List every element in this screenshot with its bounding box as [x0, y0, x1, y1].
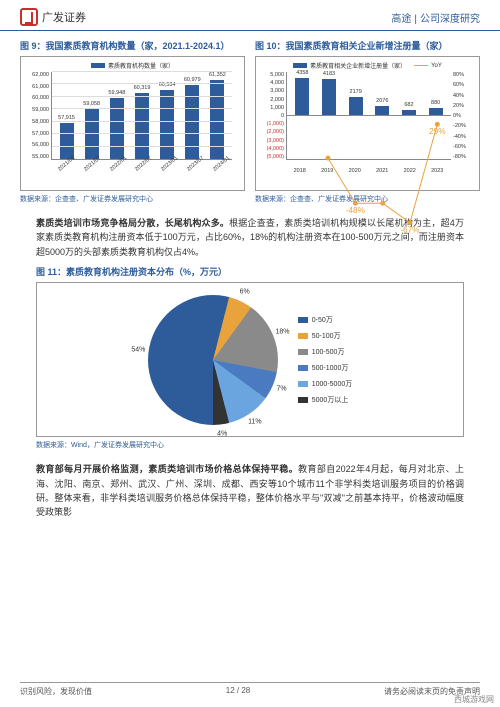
fig9-x-axis: 2021/012021/072022/012022/072023/012023/…: [51, 168, 232, 174]
fig10-column: 图 10：我国素质教育相关企业新增注册量（家） 素质教育相关企业新增注册量（家）…: [255, 39, 480, 204]
paragraph-2: 教育部每月开展价格监测，素质类培训市场价格总体保持平稳。教育部自2022年4月起…: [0, 450, 500, 520]
fig9-legend-swatch: [91, 63, 105, 68]
fig10-title: 图 10：我国素质教育相关企业新增注册量（家）: [255, 39, 480, 52]
fig9-y-axis: 62,00061,00060,00059,00058,00057,00056,0…: [27, 72, 49, 160]
fig10-legend-line-label: YoY: [431, 63, 442, 69]
logo-mark-icon: [20, 8, 38, 26]
fig10-legend-line-swatch: [414, 65, 428, 66]
fig10-source: 数据来源：企查查、广发证券发展研究中心: [255, 194, 480, 204]
fig9-plot: 57,91559,05859,94860,31960,53460,97961,3…: [51, 72, 232, 160]
charts-row: 图 9：我国素质教育机构数量（家，2021.1-2024.1） 素质教育机构数量…: [0, 31, 500, 204]
page-header: 广发证券 高途|公司深度研究: [0, 0, 500, 31]
page-footer: 识别风险，发现价值 12 / 28 请务必阅读末页的免责声明: [0, 682, 500, 697]
fig9-plot-area: 62,00061,00060,00059,00058,00057,00056,0…: [29, 72, 236, 172]
fig11-title: 图 11：素质教育机构注册资本分布（%，万元）: [36, 265, 464, 278]
company-logo: 广发证券: [20, 8, 86, 26]
fig9-chart: 素质教育机构数量（家） 62,00061,00060,00059,00058,0…: [20, 56, 245, 191]
fig10-y-axis-right: 80%60%40%20%0%-20%-40%-60%-80%: [453, 72, 473, 160]
pie-chart: [148, 295, 278, 425]
fig10-bars: 4358418321792076682880: [287, 72, 451, 159]
header-context: 高途|公司深度研究: [391, 10, 480, 25]
page-number: 12 / 28: [226, 686, 250, 697]
fig11-chart: 54%6%18%7%11%4% 0-50万50-100万100-500万500-…: [36, 282, 464, 437]
company-name: 广发证券: [42, 9, 86, 25]
watermark: 西城游戏网: [454, 694, 494, 705]
fig9-source: 数据来源：企查查、广发证券发展研究中心: [20, 194, 245, 204]
fig9-column: 图 9：我国素质教育机构数量（家，2021.1-2024.1） 素质教育机构数量…: [20, 39, 245, 204]
pie-wrap: 54%6%18%7%11%4%: [148, 295, 278, 425]
para1-lead: 素质类培训市场竞争格局分散，长尾机构众多。: [36, 218, 229, 228]
fig10-legend-bar-swatch: [293, 63, 307, 68]
fig10-legend-bar-label: 素质教育相关企业新增注册量（家）: [310, 61, 406, 70]
footer-left: 识别风险，发现价值: [20, 686, 92, 697]
fig9-title: 图 9：我国素质教育机构数量（家，2021.1-2024.1）: [20, 39, 245, 52]
fig11-source: 数据来源：Wind，广发证券发展研究中心: [36, 440, 464, 450]
paragraph-1: 素质类培训市场竞争格局分散，长尾机构众多。根据企查查，素质类培训机构规模以长尾机…: [0, 204, 500, 259]
fig10-chart: 素质教育相关企业新增注册量（家） YoY 5,0004,0003,0002,00…: [255, 56, 480, 191]
para2-lead: 教育部每月开展价格监测，素质类培训市场价格总体保持平稳。: [36, 464, 298, 474]
fig9-legend-label: 素质教育机构数量（家）: [108, 61, 174, 70]
separator: |: [414, 14, 417, 25]
fig10-plot-area: 5,0004,0003,0002,0001,0000(1,000)(2,000)…: [264, 72, 471, 172]
fig10-plot: 4358418321792076682880 -48%-67%29%: [286, 72, 451, 160]
pie-legend: 0-50万50-100万100-500万500-1000万1000-5000万5…: [298, 315, 352, 405]
report-type: 公司深度研究: [420, 14, 480, 25]
fig9-legend: 素质教育机构数量（家）: [25, 61, 240, 70]
fig10-x-axis: 201820192020202120222023: [286, 168, 451, 174]
fig10-legend: 素质教育相关企业新增注册量（家） YoY: [260, 61, 475, 70]
fig11-section: 图 11：素质教育机构注册资本分布（%，万元） 54%6%18%7%11%4% …: [0, 259, 500, 450]
fig10-y-axis-left: 5,0004,0003,0002,0001,0000(1,000)(2,000)…: [262, 72, 284, 160]
ticker-name: 高途: [391, 14, 411, 25]
